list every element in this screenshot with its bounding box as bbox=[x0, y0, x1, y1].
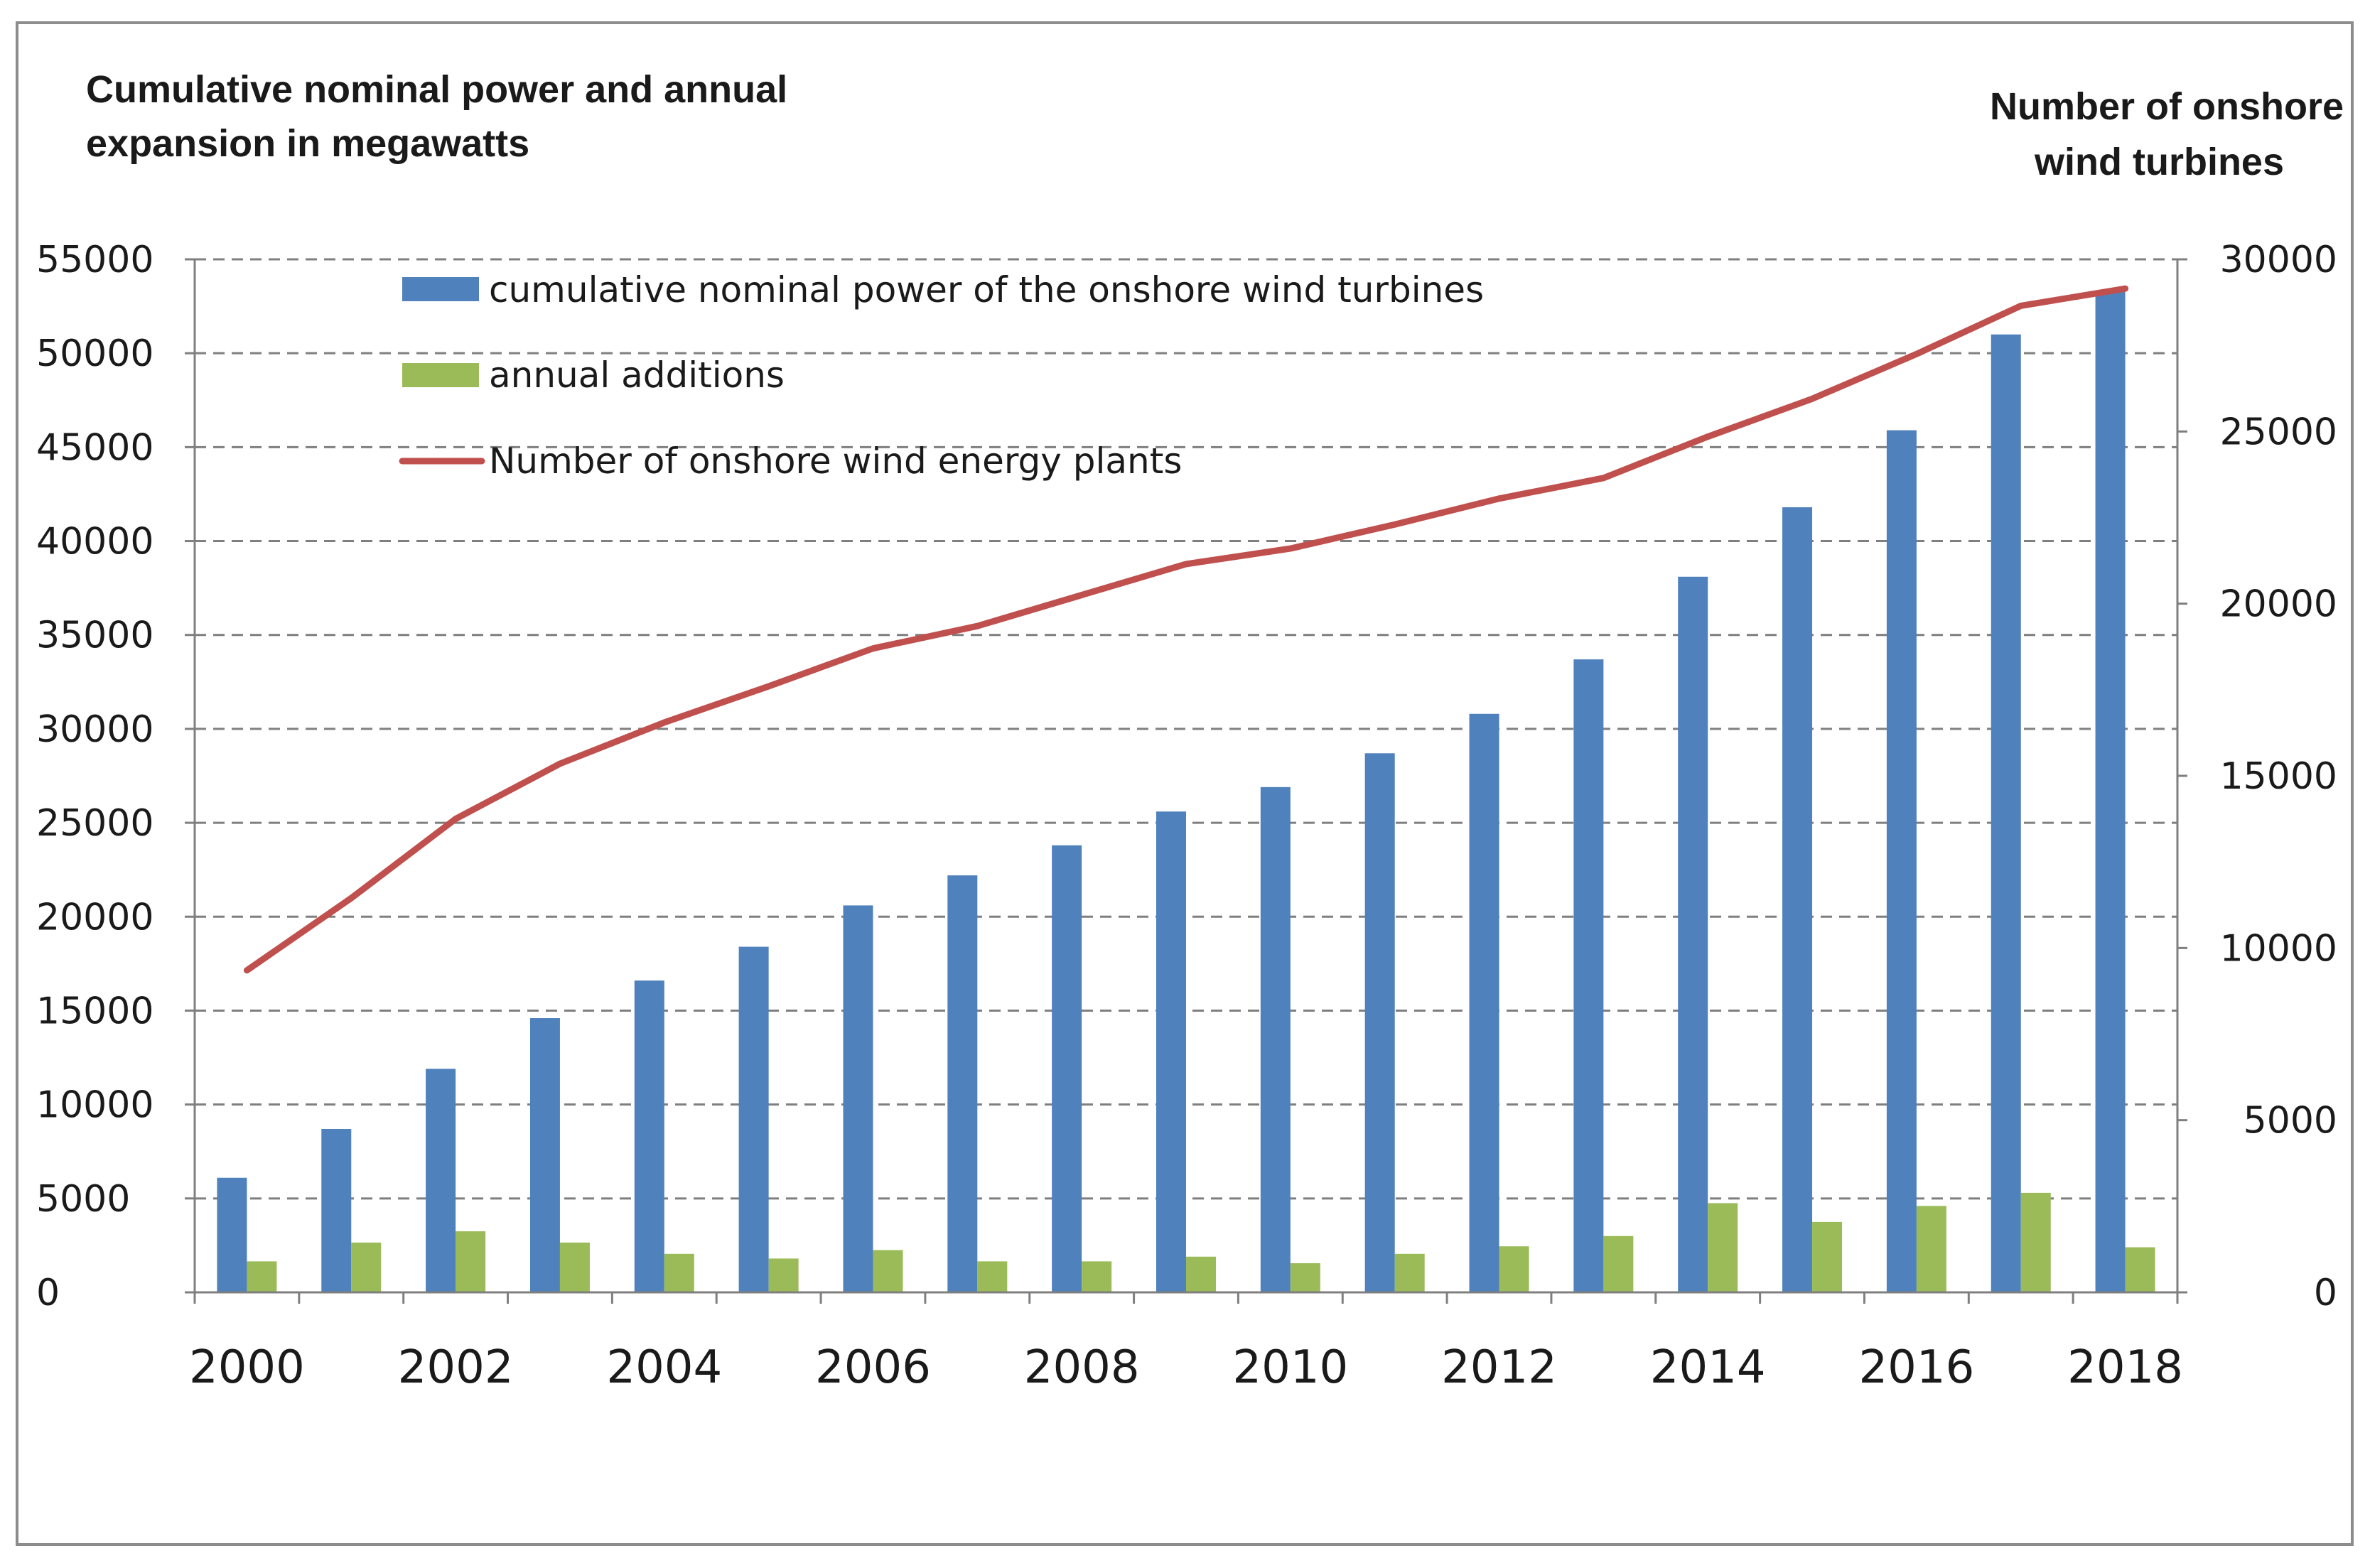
bar-annual-additions bbox=[1603, 1236, 1634, 1292]
gridlines bbox=[195, 258, 2177, 1200]
bar-cumulative-power bbox=[738, 946, 769, 1292]
bar-annual-additions bbox=[2020, 1192, 2051, 1292]
y-right-tick-label: 25000 bbox=[2220, 411, 2337, 453]
bar-cumulative-power bbox=[1573, 659, 1604, 1292]
y-left-tick-label: 30000 bbox=[36, 708, 153, 751]
bar-cumulative-power bbox=[1364, 753, 1395, 1292]
bar-annual-additions bbox=[1186, 1256, 1216, 1292]
bar-annual-additions bbox=[873, 1250, 903, 1292]
axes bbox=[185, 258, 2187, 1304]
bar-annual-additions bbox=[977, 1261, 1008, 1292]
y-left-tick-label: 45000 bbox=[36, 426, 153, 469]
legend-label-plant-count: Number of onshore wind energy plants bbox=[489, 440, 1182, 482]
axis-titles: Cumulative nominal power and annual expa… bbox=[86, 68, 2344, 183]
bar-cumulative-power bbox=[1991, 334, 2021, 1292]
bar-annual-additions bbox=[1290, 1263, 1320, 1292]
bar-cumulative-power bbox=[634, 980, 664, 1292]
x-tick-label: 2000 bbox=[189, 1341, 305, 1394]
bar-annual-additions bbox=[1812, 1221, 1843, 1292]
bar-annual-additions bbox=[1916, 1206, 1946, 1292]
legend-label-annual-additions: annual additions bbox=[489, 355, 785, 396]
line-series bbox=[243, 285, 2129, 974]
x-tick-label: 2004 bbox=[606, 1341, 722, 1394]
y-left-tick-label: 25000 bbox=[36, 802, 153, 845]
legend-label-cumulative: cumulative nominal power of the onshore … bbox=[489, 269, 1484, 310]
bar-cumulative-power bbox=[843, 905, 873, 1292]
y-left-tick-label: 0 bbox=[36, 1272, 60, 1314]
x-tick-label: 2016 bbox=[1858, 1341, 1974, 1394]
tick-labels: 0500010000150002000025000300003500040000… bbox=[36, 239, 2337, 1394]
line-plant-count bbox=[243, 285, 2129, 974]
bar-annual-additions bbox=[456, 1231, 486, 1292]
x-tick-label: 2008 bbox=[1024, 1341, 1140, 1394]
bar-cumulative-power bbox=[1260, 786, 1291, 1292]
chart-frame: 0 5000 10000 15000 20000 25000 30000 35000 40000… bbox=[16, 21, 2354, 1546]
bar-annual-additions bbox=[1499, 1246, 1529, 1292]
bar-cumulative-power bbox=[1678, 576, 1708, 1292]
y-left-tick-label: 15000 bbox=[36, 990, 153, 1032]
bar-annual-additions bbox=[1394, 1253, 1425, 1292]
legend-swatch-annual-additions bbox=[402, 363, 479, 387]
left-axis-title-line-1: Cumulative nominal power and annual bbox=[86, 68, 787, 111]
bar-annual-additions bbox=[247, 1261, 277, 1292]
y-right-tick-label: 0 bbox=[2314, 1272, 2337, 1314]
bar-cumulative-power bbox=[217, 1177, 247, 1292]
x-tick-label: 2002 bbox=[398, 1341, 514, 1394]
x-tick-label: 2006 bbox=[815, 1341, 931, 1394]
y-left-tick-label: 10000 bbox=[36, 1084, 153, 1127]
bar-annual-additions bbox=[1708, 1203, 1738, 1292]
y-left-tick-label: 40000 bbox=[36, 521, 153, 563]
bar-cumulative-power bbox=[1156, 811, 1186, 1292]
y-left-tick-label: 20000 bbox=[36, 896, 153, 939]
bar-cumulative-power bbox=[529, 1018, 560, 1292]
y-right-tick-label: 20000 bbox=[2220, 583, 2337, 626]
bar-annual-additions bbox=[351, 1242, 382, 1292]
bar-annual-additions bbox=[559, 1242, 590, 1292]
y-right-tick-label: 10000 bbox=[2220, 927, 2337, 970]
y-left-tick-label: 35000 bbox=[36, 615, 153, 657]
left-axis-title-line-2: expansion in megawatts bbox=[86, 122, 529, 165]
x-tick-label: 2012 bbox=[1441, 1341, 1557, 1394]
right-axis-title-line-2: wind turbines bbox=[2034, 141, 2284, 183]
bar-cumulative-power bbox=[1052, 845, 1082, 1292]
right-axis-title-line-1: Number of onshore bbox=[1990, 85, 2344, 128]
y-right-tick-label: 5000 bbox=[2244, 1100, 2337, 1142]
x-tick-label: 2010 bbox=[1232, 1341, 1348, 1394]
bar-cumulative-power bbox=[2095, 291, 2126, 1293]
y-left-tick-label: 50000 bbox=[36, 332, 153, 375]
x-tick-label: 2014 bbox=[1650, 1341, 1766, 1394]
y-left-tick-label: 5000 bbox=[36, 1178, 130, 1221]
bar-cumulative-power bbox=[1886, 430, 1917, 1292]
bar-cumulative-power bbox=[1782, 507, 1813, 1293]
bar-annual-additions bbox=[768, 1258, 799, 1292]
legend: cumulative nominal power of the onshore … bbox=[399, 269, 1484, 482]
bar-cumulative-power bbox=[321, 1129, 352, 1292]
bar-annual-additions bbox=[1082, 1261, 1112, 1292]
y-left-tick-label: 55000 bbox=[36, 239, 153, 281]
bars bbox=[217, 291, 2155, 1293]
legend-swatch-cumulative bbox=[402, 277, 479, 301]
chart-svg: 0500010000150002000025000300003500040000… bbox=[36, 68, 2344, 1394]
x-tick-label: 2018 bbox=[2067, 1341, 2183, 1394]
bar-cumulative-power bbox=[947, 875, 978, 1292]
bar-annual-additions bbox=[664, 1253, 694, 1292]
bar-cumulative-power bbox=[1469, 713, 1499, 1292]
y-right-tick-label: 30000 bbox=[2220, 239, 2337, 281]
y-right-tick-label: 15000 bbox=[2220, 755, 2337, 798]
bar-annual-additions bbox=[2125, 1247, 2155, 1292]
bar-cumulative-power bbox=[426, 1069, 456, 1292]
